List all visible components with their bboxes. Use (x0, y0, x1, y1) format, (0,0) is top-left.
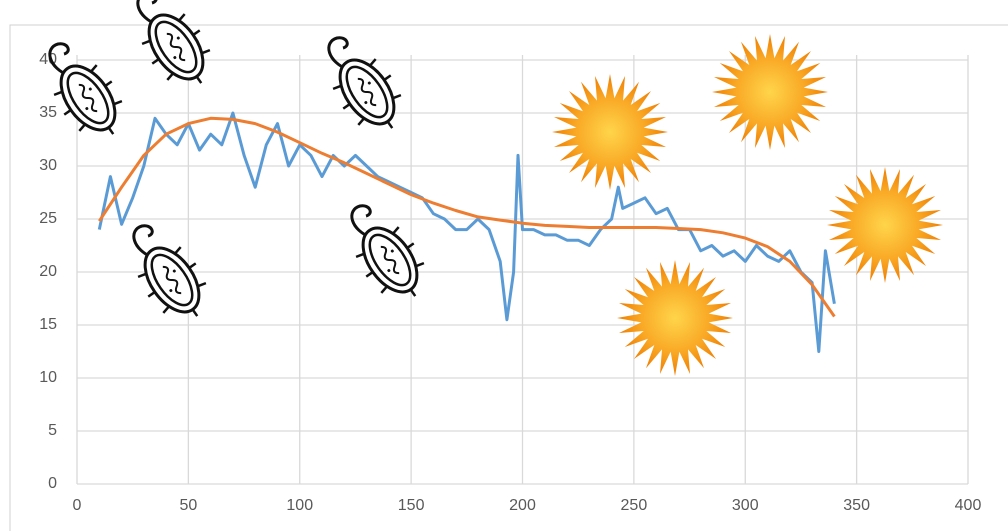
y-tick-label: 5 (48, 422, 57, 439)
y-tick-label: 25 (39, 210, 57, 227)
x-tick-label: 300 (732, 497, 759, 514)
x-tick-label: 200 (509, 497, 536, 514)
sun-icon (827, 167, 943, 283)
y-tick-label: 15 (39, 316, 57, 333)
chart: 0510152025303540050100150200250300350400 (0, 0, 1008, 531)
y-tick-label: 35 (39, 104, 57, 121)
x-tick-label: 250 (621, 497, 648, 514)
x-tick-label: 350 (843, 497, 870, 514)
y-tick-label: 10 (39, 369, 57, 386)
x-tick-label: 0 (73, 497, 82, 514)
series-line (99, 118, 834, 316)
bacterium-icon (132, 0, 225, 100)
y-tick-label: 30 (39, 157, 57, 174)
y-tick-label: 20 (39, 263, 57, 280)
bacterium-icon (323, 38, 416, 145)
sun-icon (712, 34, 828, 150)
sun-icon (552, 74, 668, 190)
sun-icon (617, 260, 733, 376)
y-tick-label: 0 (48, 475, 57, 492)
x-tick-label: 150 (398, 497, 425, 514)
x-tick-label: 100 (286, 497, 313, 514)
decorations (44, 0, 943, 376)
x-tick-label: 50 (179, 497, 197, 514)
bacterium-icon (128, 226, 221, 333)
x-tick-label: 400 (955, 497, 982, 514)
bacterium-icon (346, 206, 439, 313)
